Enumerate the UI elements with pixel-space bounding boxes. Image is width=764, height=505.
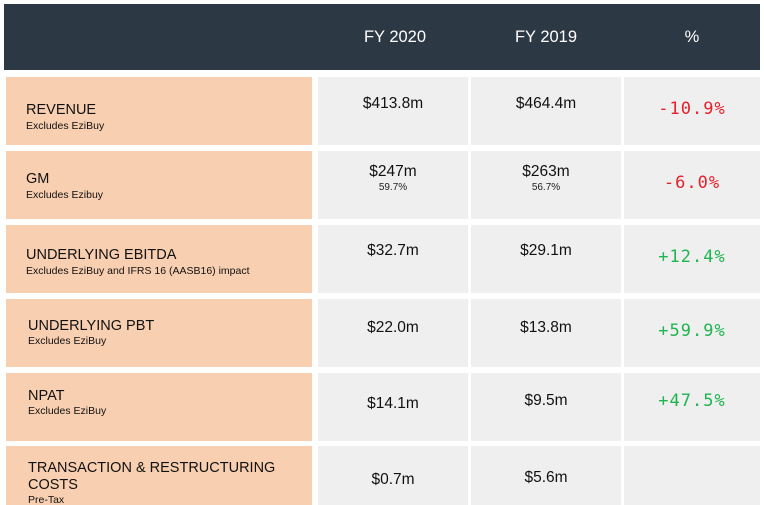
row-subtitle: Excludes EziBuy — [26, 120, 105, 132]
row-subtitle: Excludes EziBuy — [28, 405, 107, 417]
fy2019-value: $263m — [522, 163, 570, 180]
row-title: UNDERLYING EBITDA — [26, 247, 177, 263]
row-label-cell: GM Excludes Ezibuy — [6, 151, 312, 219]
fy2019-value: $29.1m — [520, 242, 572, 259]
fy2020-value: $247m — [369, 163, 417, 180]
percent-cell: +59.9% — [624, 299, 760, 367]
fy2019-cell: $5.6m — [471, 446, 621, 505]
row-title-line2: COSTS — [28, 477, 78, 493]
fy2020-value: $22.0m — [367, 319, 419, 336]
row-label-cell: TRANSACTION & RESTRUCTURING COSTS Pre-Ta… — [6, 446, 312, 505]
row-label-cell: REVENUE Excludes EziBuy — [6, 77, 312, 145]
table-row-gm: GM Excludes Ezibuy $247m 59.7% $263m 56.… — [0, 151, 764, 219]
fy2020-cell: $413.8m — [318, 77, 468, 145]
fy2020-cell: $247m 59.7% — [318, 151, 468, 219]
percent-cell: +12.4% — [624, 225, 760, 293]
table-row-underlying-pbt: UNDERLYING PBT Excludes EziBuy $22.0m $1… — [0, 299, 764, 367]
header-fy2019: FY 2019 — [514, 28, 578, 46]
row-title: REVENUE — [26, 102, 97, 118]
row-subtitle: Excludes Ezibuy — [26, 189, 104, 201]
fy2019-value: $9.5m — [524, 392, 568, 409]
fy2019-value: $5.6m — [524, 469, 568, 486]
row-subtitle: Excludes EziBuy and IFRS 16 (AASB16) imp… — [26, 265, 250, 277]
fy2020-cell: $32.7m — [318, 225, 468, 293]
row-title: UNDERLYING PBT — [28, 318, 155, 334]
table-row-underlying-ebitda: UNDERLYING EBITDA Excludes EziBuy and IF… — [0, 225, 764, 293]
table-row-revenue: REVENUE Excludes EziBuy $413.8m $464.4m … — [0, 77, 764, 145]
fy2020-cell: $0.7m — [318, 446, 468, 505]
fy2020-value: $413.8m — [362, 95, 424, 112]
percent-change: -10.9% — [658, 99, 726, 119]
percent-change: +59.9% — [658, 321, 726, 341]
header-fy2020: FY 2020 — [363, 28, 427, 46]
table-row-transaction-restructuring: TRANSACTION & RESTRUCTURING COSTS Pre-Ta… — [0, 446, 764, 505]
table-row-npat: NPAT Excludes EziBuy $14.1m $9.5m +47.5% — [0, 373, 764, 441]
fy2019-cell: $13.8m — [471, 299, 621, 367]
fy2020-cell: $14.1m — [318, 373, 468, 441]
fy2019-cell: $29.1m — [471, 225, 621, 293]
fy2020-cell: $22.0m — [318, 299, 468, 367]
row-label-cell: UNDERLYING EBITDA Excludes EziBuy and IF… — [6, 225, 312, 293]
fy2019-cell: $464.4m — [471, 77, 621, 145]
fy2019-margin: 56.7% — [531, 182, 561, 193]
row-title: GM — [26, 171, 50, 187]
row-title-line1: TRANSACTION & RESTRUCTURING — [28, 460, 276, 476]
percent-cell: +47.5% — [624, 373, 760, 441]
fy2019-value: $13.8m — [520, 319, 572, 336]
percent-change: +12.4% — [658, 247, 726, 267]
header-percent: % — [684, 28, 700, 46]
row-subtitle: Excludes EziBuy — [28, 335, 107, 347]
fy2019-cell: $263m 56.7% — [471, 151, 621, 219]
row-label-cell: UNDERLYING PBT Excludes EziBuy — [6, 299, 312, 367]
fy2019-value: $464.4m — [515, 95, 577, 112]
table-header: FY 2020 FY 2019 % — [4, 4, 760, 70]
percent-change: +47.5% — [658, 391, 726, 411]
fy2020-value: $14.1m — [367, 395, 419, 412]
percent-change: -6.0% — [663, 173, 721, 193]
percent-cell: -10.9% — [624, 77, 760, 145]
fy2020-margin: 59.7% — [378, 182, 408, 193]
row-title: NPAT — [28, 388, 65, 404]
fy2020-value: $0.7m — [371, 471, 415, 488]
fy2019-cell: $9.5m — [471, 373, 621, 441]
row-label-cell: NPAT Excludes EziBuy — [6, 373, 312, 441]
percent-cell — [624, 446, 760, 505]
row-subtitle: Pre-Tax — [28, 494, 65, 505]
percent-cell: -6.0% — [624, 151, 760, 219]
fy2020-value: $32.7m — [367, 242, 419, 259]
